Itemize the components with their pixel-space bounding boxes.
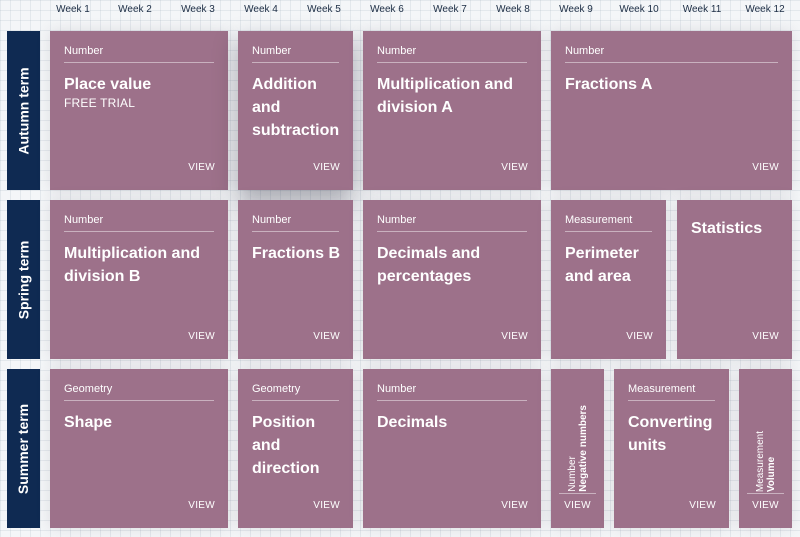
term-label-autumn: Autumn term xyxy=(7,31,40,190)
divider xyxy=(747,493,784,494)
unit-category: Number xyxy=(377,45,527,63)
unit-card-negative-numbers[interactable]: Number Negative numbers VIEW xyxy=(551,369,604,528)
week-header: Week 2 xyxy=(118,4,152,15)
unit-title: Fractions B xyxy=(252,245,341,262)
unit-title: Multiplication and division B xyxy=(64,245,200,285)
unit-title: Negative numbers xyxy=(577,405,589,492)
term-label-text: Summer term xyxy=(15,403,32,494)
unit-category: Number xyxy=(252,45,339,63)
view-link[interactable]: VIEW xyxy=(313,500,340,511)
unit-card-converting-units[interactable]: Measurement Converting units VIEW xyxy=(614,369,729,528)
unit-title: Position and direction xyxy=(252,414,320,477)
week-header: Week 8 xyxy=(496,4,530,15)
view-link[interactable]: VIEW xyxy=(501,162,528,173)
unit-vertical-label: Number Negative numbers xyxy=(551,405,604,492)
view-link[interactable]: VIEW xyxy=(501,331,528,342)
unit-title: Perimeter and area xyxy=(565,245,639,285)
unit-title: Place value xyxy=(64,76,152,93)
unit-category: Measurement xyxy=(565,214,652,232)
unit-title: Volume xyxy=(765,456,777,492)
week-header: Week 4 xyxy=(244,4,278,15)
view-link[interactable]: VIEW xyxy=(752,162,779,173)
divider xyxy=(559,493,596,494)
unit-vertical-label: Measurement Volume xyxy=(739,405,792,492)
week-header: Week 9 xyxy=(559,4,593,15)
week-header: Week 11 xyxy=(682,4,722,15)
unit-card-place-value[interactable]: Number Place value FREE TRIAL VIEW xyxy=(50,31,228,190)
unit-card-perimeter-area[interactable]: Measurement Perimeter and area VIEW xyxy=(551,200,666,359)
unit-title: Addition and subtraction xyxy=(252,76,340,139)
week-header: Week 5 xyxy=(307,4,341,15)
unit-title: Multiplication and division A xyxy=(377,76,513,116)
week-header: Week 12 xyxy=(745,4,785,15)
week-header: Week 7 xyxy=(433,4,467,15)
unit-category: Number xyxy=(64,45,214,63)
view-link[interactable]: VIEW xyxy=(188,500,215,511)
unit-title: Decimals and percentages xyxy=(377,245,481,285)
view-link[interactable]: VIEW xyxy=(626,331,653,342)
unit-card-statistics[interactable]: Statistics VIEW xyxy=(677,200,792,359)
view-link[interactable]: VIEW xyxy=(188,162,215,173)
view-link[interactable]: VIEW xyxy=(752,500,779,511)
unit-category: Number xyxy=(566,456,578,492)
unit-title: Fractions A xyxy=(565,76,653,93)
unit-category: Measurement xyxy=(754,430,766,492)
unit-card-fractions-a[interactable]: Number Fractions A VIEW xyxy=(551,31,792,190)
view-link[interactable]: VIEW xyxy=(313,162,340,173)
unit-category: Geometry xyxy=(64,383,214,401)
term-label-spring: Spring term xyxy=(7,200,40,359)
unit-title: Decimals xyxy=(377,414,448,431)
view-link[interactable]: VIEW xyxy=(752,331,779,342)
unit-card-addition-subtraction[interactable]: Number Addition and subtraction VIEW xyxy=(238,31,353,190)
unit-title: Shape xyxy=(64,414,113,431)
view-link[interactable]: VIEW xyxy=(313,331,340,342)
unit-title: Statistics xyxy=(691,220,763,237)
view-link[interactable]: VIEW xyxy=(188,331,215,342)
term-label-text: Spring term xyxy=(15,240,32,319)
unit-card-multiplication-division-b[interactable]: Number Multiplication and division B VIE… xyxy=(50,200,228,359)
week-header: Week 3 xyxy=(181,4,215,15)
unit-card-shape[interactable]: Geometry Shape VIEW xyxy=(50,369,228,528)
free-trial-badge: FREE TRIAL xyxy=(64,96,136,110)
week-header: Week 1 xyxy=(56,4,90,15)
unit-category: Geometry xyxy=(252,383,339,401)
unit-category: Number xyxy=(377,214,527,232)
unit-category: Measurement xyxy=(628,383,715,401)
view-link[interactable]: VIEW xyxy=(689,500,716,511)
unit-card-multiplication-division-a[interactable]: Number Multiplication and division A VIE… xyxy=(363,31,541,190)
view-link[interactable]: VIEW xyxy=(564,500,591,511)
unit-category: Number xyxy=(64,214,214,232)
week-header: Week 10 xyxy=(619,4,659,15)
unit-card-position-direction[interactable]: Geometry Position and direction VIEW xyxy=(238,369,353,528)
term-label-text: Autumn term xyxy=(15,66,32,155)
week-header: Week 6 xyxy=(370,4,404,15)
unit-card-volume[interactable]: Measurement Volume VIEW xyxy=(739,369,792,528)
term-label-summer: Summer term xyxy=(7,369,40,528)
unit-category: Number xyxy=(252,214,339,232)
unit-category: Number xyxy=(377,383,527,401)
unit-card-decimals[interactable]: Number Decimals VIEW xyxy=(363,369,541,528)
unit-title: Converting units xyxy=(628,414,713,454)
view-link[interactable]: VIEW xyxy=(501,500,528,511)
unit-card-fractions-b[interactable]: Number Fractions B VIEW xyxy=(238,200,353,359)
unit-card-decimals-percentages[interactable]: Number Decimals and percentages VIEW xyxy=(363,200,541,359)
unit-category: Number xyxy=(565,45,778,63)
